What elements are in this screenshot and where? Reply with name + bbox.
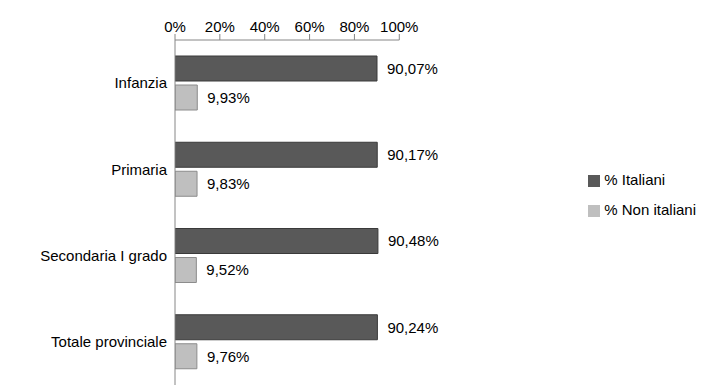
svg-text:90,24%: 90,24% (387, 319, 438, 336)
svg-text:Totale provinciale: Totale provinciale (51, 333, 167, 350)
svg-text:9,83%: 9,83% (207, 175, 250, 192)
svg-text:20%: 20% (205, 18, 235, 35)
svg-text:100%: 100% (380, 18, 418, 35)
svg-text:Secondaria I grado: Secondaria I grado (40, 247, 167, 264)
svg-text:80%: 80% (339, 18, 369, 35)
html-text:% Non italiani: % Non italiani (604, 200, 696, 218)
svg-text:40%: 40% (250, 18, 280, 35)
svg-text:90,17%: 90,17% (387, 146, 438, 163)
svg-text:9,52%: 9,52% (206, 261, 249, 278)
svg-text:60%: 60% (295, 18, 325, 35)
svg-text:Primaria: Primaria (111, 161, 167, 178)
svg-text:9,93%: 9,93% (207, 89, 250, 106)
svg-text:90,07%: 90,07% (387, 60, 438, 77)
svg-text:90,48%: 90,48% (388, 232, 439, 249)
html-text:% Italiani: % Italiani (604, 170, 666, 188)
svg-text:Infanzia: Infanzia (114, 74, 167, 91)
svg-text:9,76%: 9,76% (207, 348, 250, 365)
svg-text:0%: 0% (164, 18, 186, 35)
